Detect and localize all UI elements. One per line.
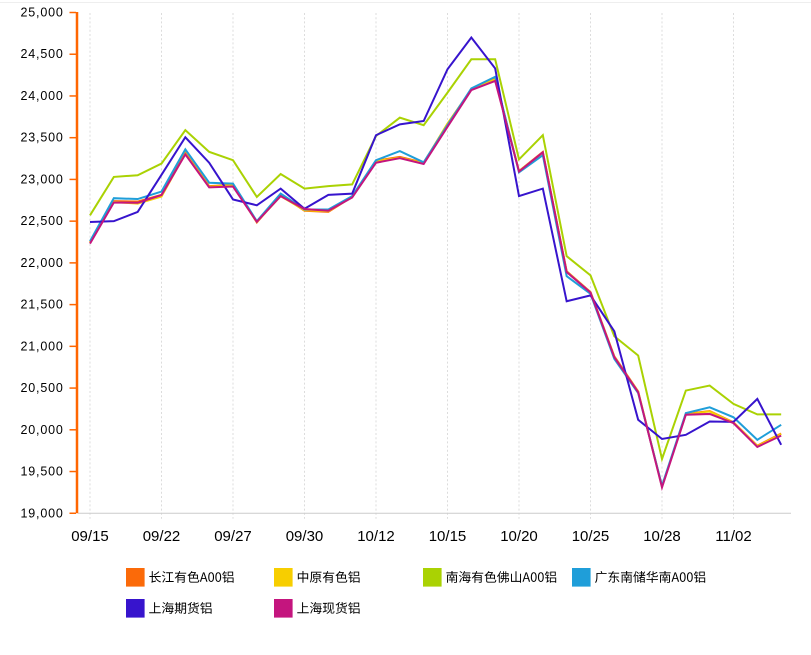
svg-text:24,500: 24,500 xyxy=(21,47,64,61)
svg-text:25,000: 25,000 xyxy=(21,6,64,20)
svg-text:09/15: 09/15 xyxy=(71,528,109,545)
svg-text:20,500: 20,500 xyxy=(21,381,64,395)
svg-text:10/12: 10/12 xyxy=(357,528,395,545)
svg-text:22,500: 22,500 xyxy=(21,214,64,228)
svg-text:09/22: 09/22 xyxy=(143,528,181,545)
svg-text:10/20: 10/20 xyxy=(500,528,538,545)
svg-text:21,000: 21,000 xyxy=(21,339,64,353)
svg-text:24,000: 24,000 xyxy=(21,89,64,103)
svg-text:21,500: 21,500 xyxy=(21,298,64,312)
svg-text:10/25: 10/25 xyxy=(572,528,610,545)
svg-text:22,000: 22,000 xyxy=(21,256,64,270)
svg-text:09/27: 09/27 xyxy=(214,528,252,545)
svg-text:10/28: 10/28 xyxy=(643,528,681,545)
svg-text:11/02: 11/02 xyxy=(715,528,751,545)
svg-text:19,000: 19,000 xyxy=(21,506,64,520)
svg-text:10/15: 10/15 xyxy=(429,528,467,545)
svg-text:20,000: 20,000 xyxy=(21,423,64,437)
svg-text:19,500: 19,500 xyxy=(21,465,64,479)
svg-text:23,000: 23,000 xyxy=(21,172,64,186)
svg-text:23,500: 23,500 xyxy=(21,131,64,145)
svg-text:09/30: 09/30 xyxy=(286,528,324,545)
